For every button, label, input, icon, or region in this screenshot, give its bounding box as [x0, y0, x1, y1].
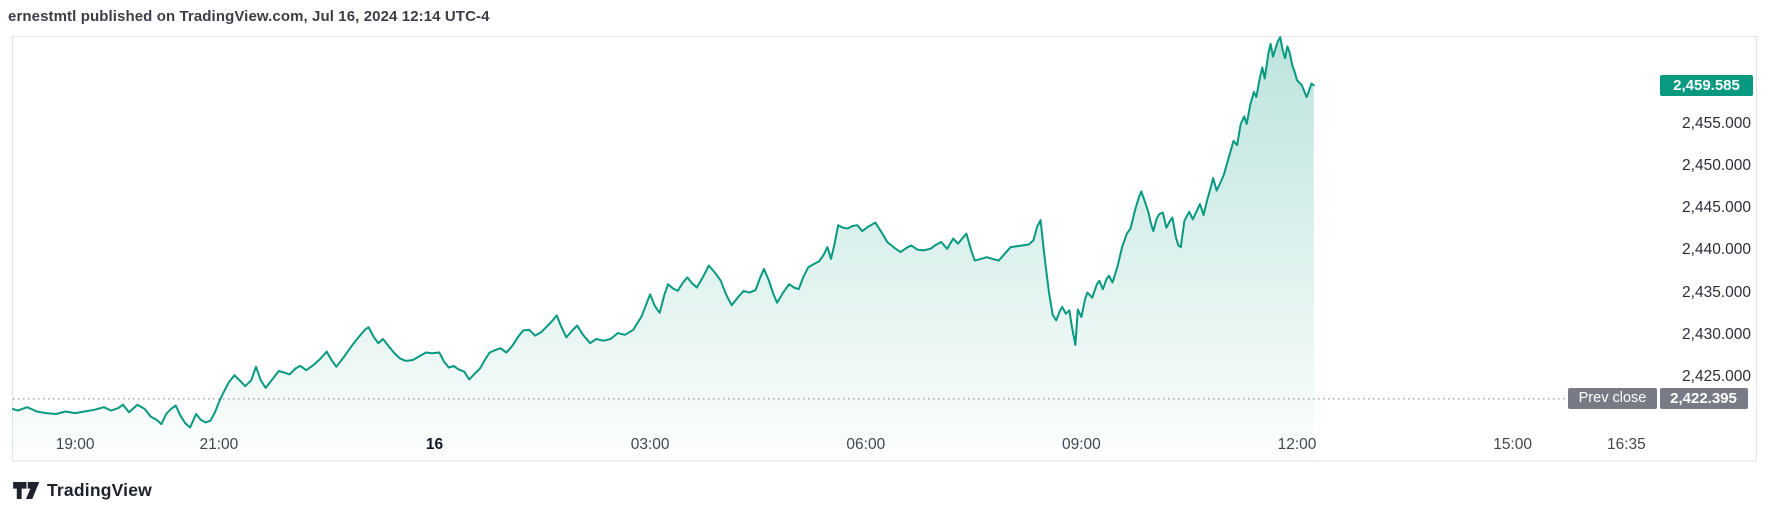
- price-axis-label: 2,425.000: [1682, 367, 1751, 385]
- last-price-badge: 2,459.585: [1660, 74, 1753, 96]
- tradingview-logo-link[interactable]: TradingView: [13, 480, 152, 501]
- prev-close-value-badge: 2,422.395: [1659, 388, 1748, 410]
- time-axis-label: 15:00: [1493, 436, 1532, 453]
- plot-border: [12, 36, 1757, 462]
- time-axis-date-label: 16: [425, 436, 444, 453]
- time-axis-label: 12:00: [1277, 436, 1317, 453]
- price-area-fill: [13, 37, 1314, 461]
- price-line: [12, 36, 1315, 429]
- time-axis-label: 06:00: [846, 436, 886, 453]
- time-axis-label: 09:00: [1061, 436, 1101, 453]
- price-axis-label: 2,435.000: [1682, 283, 1751, 301]
- tradingview-icon: [13, 482, 40, 499]
- tradingview-wordmark: TradingView: [47, 480, 152, 500]
- time-axis-label: 19:00: [55, 436, 95, 453]
- time-axis-label: 03:00: [630, 436, 670, 453]
- time-axis-label: 21:00: [199, 436, 239, 453]
- price-axis-label: 2,445.000: [1682, 199, 1751, 217]
- price-axis-label: 2,440.000: [1682, 241, 1751, 259]
- publish-attribution: ernestmtl published on TradingView.com, …: [8, 8, 490, 25]
- price-axis-label: 2,430.000: [1682, 325, 1751, 343]
- time-axis-label: 16:35: [1606, 436, 1646, 453]
- prev-close-label-badge: Prev close: [1568, 388, 1657, 410]
- price-axis-label: 2,455.000: [1682, 115, 1751, 132]
- price-axis-label: 2,450.000: [1682, 157, 1751, 175]
